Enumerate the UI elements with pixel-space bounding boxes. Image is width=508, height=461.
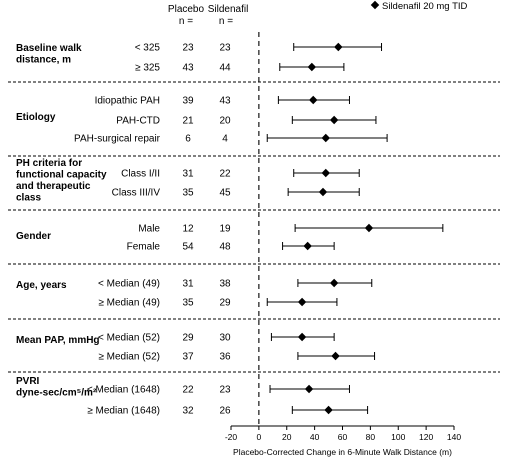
- sildenafil-n: 22: [219, 169, 231, 180]
- row-label: Class III/IV: [112, 188, 161, 199]
- row-label: Class I/II: [121, 169, 160, 180]
- x-tick-label: 20: [282, 432, 292, 442]
- x-axis-title: Placebo-Corrected Change in 6-Minute Wal…: [233, 447, 452, 457]
- x-tick-label: -20: [225, 432, 238, 442]
- row-label: Female: [127, 242, 161, 253]
- row-label: PAH-surgical repair: [74, 134, 161, 145]
- point-estimate-marker: [329, 278, 339, 288]
- group-title: Etiology: [16, 112, 56, 123]
- sildenafil-n: 29: [219, 298, 231, 309]
- placebo-n: 23: [182, 43, 194, 54]
- group-title: Gender: [16, 231, 51, 242]
- group-title: PH criteria for: [16, 158, 82, 169]
- placebo-n: 37: [182, 352, 194, 363]
- placebo-n: 35: [182, 298, 194, 309]
- point-estimate-marker: [364, 223, 374, 233]
- x-tick-label: 100: [391, 432, 405, 442]
- group-title: distance, m: [16, 55, 71, 66]
- sildenafil-n: 38: [219, 279, 231, 290]
- x-tick-label: 120: [419, 432, 433, 442]
- x-tick-label: 80: [366, 432, 376, 442]
- sildenafil-column-header: Sildenafil: [208, 4, 249, 15]
- group-title: functional capacity: [16, 170, 107, 181]
- sildenafil-n-header: n =: [219, 16, 233, 27]
- group-title: Baseline walk: [16, 43, 82, 54]
- point-estimate-marker: [321, 168, 330, 178]
- row-label: Idiopathic PAH: [95, 96, 160, 107]
- point-estimate-marker: [297, 297, 307, 307]
- row-label: ≥ Median (52): [98, 352, 160, 363]
- row-label: ≥ Median (1648): [87, 406, 160, 417]
- placebo-n: 22: [182, 385, 194, 396]
- placebo-n: 31: [182, 169, 194, 180]
- row-label: < Median (52): [98, 333, 160, 344]
- diamond-icon: [370, 0, 380, 10]
- point-estimate-marker: [329, 115, 339, 125]
- sildenafil-n: 4: [222, 134, 228, 145]
- placebo-n: 31: [182, 279, 194, 290]
- sildenafil-n: 43: [219, 96, 231, 107]
- x-tick-label: 40: [310, 432, 320, 442]
- point-estimate-marker: [303, 241, 312, 251]
- group-title: PVRI: [16, 376, 40, 387]
- point-estimate-marker: [297, 332, 307, 342]
- legend-label: Sildenafil 20 mg TID: [382, 1, 468, 12]
- point-estimate-marker: [309, 95, 318, 105]
- point-estimate-marker: [334, 42, 343, 52]
- row-label: ≥ Median (49): [98, 298, 160, 309]
- row-label: < 325: [135, 43, 161, 54]
- placebo-n: 21: [182, 116, 194, 127]
- legend: Sildenafil 20 mg TID: [370, 0, 468, 12]
- point-estimate-marker: [307, 62, 317, 72]
- point-estimate-marker: [318, 187, 328, 197]
- placebo-n: 29: [182, 333, 194, 344]
- sildenafil-n: 30: [219, 333, 231, 344]
- column-header: Placebo Sildenafil n = n =: [168, 4, 248, 27]
- row-label: ≥ 325: [135, 63, 160, 74]
- sildenafil-n: 23: [219, 385, 231, 396]
- x-tick-label: 0: [257, 432, 262, 442]
- placebo-n: 12: [182, 224, 194, 235]
- sildenafil-n: 45: [219, 188, 231, 199]
- placebo-n: 39: [182, 96, 194, 107]
- group-title: class: [16, 193, 41, 204]
- point-estimate-marker: [321, 133, 330, 143]
- group-title: Age, years: [16, 280, 67, 291]
- x-tick-label: 60: [338, 432, 348, 442]
- point-estimate-marker: [331, 351, 340, 361]
- placebo-n: 32: [182, 406, 194, 417]
- group-title: dyne-sec/cm⁵/m²: [16, 388, 97, 399]
- placebo-n: 6: [185, 134, 191, 145]
- placebo-n: 35: [182, 188, 194, 199]
- sildenafil-n: 26: [219, 406, 231, 417]
- sildenafil-n: 44: [219, 63, 231, 74]
- placebo-n: 54: [182, 242, 194, 253]
- row-label: Male: [138, 224, 160, 235]
- x-tick-label: 140: [447, 432, 461, 442]
- sildenafil-n: 23: [219, 43, 231, 54]
- placebo-n-header: n =: [179, 16, 193, 27]
- point-estimate-marker: [304, 384, 314, 394]
- placebo-n: 43: [182, 63, 194, 74]
- row-label: < Median (49): [98, 279, 160, 290]
- sildenafil-n: 48: [219, 242, 231, 253]
- point-estimate-marker: [324, 405, 333, 415]
- sildenafil-n: 20: [219, 116, 231, 127]
- sildenafil-n: 19: [219, 224, 231, 235]
- group-title: and therapeutic: [16, 181, 91, 192]
- row-label: PAH-CTD: [116, 116, 160, 127]
- row-label: < Median (1648): [87, 385, 160, 396]
- placebo-column-header: Placebo: [168, 4, 205, 15]
- group-title: Mean PAP, mmHg: [16, 335, 100, 346]
- x-axis: -20 0 20 40 60 80 100 120 140 Placebo-Corrected C…: [225, 425, 461, 457]
- sildenafil-n: 36: [219, 352, 231, 363]
